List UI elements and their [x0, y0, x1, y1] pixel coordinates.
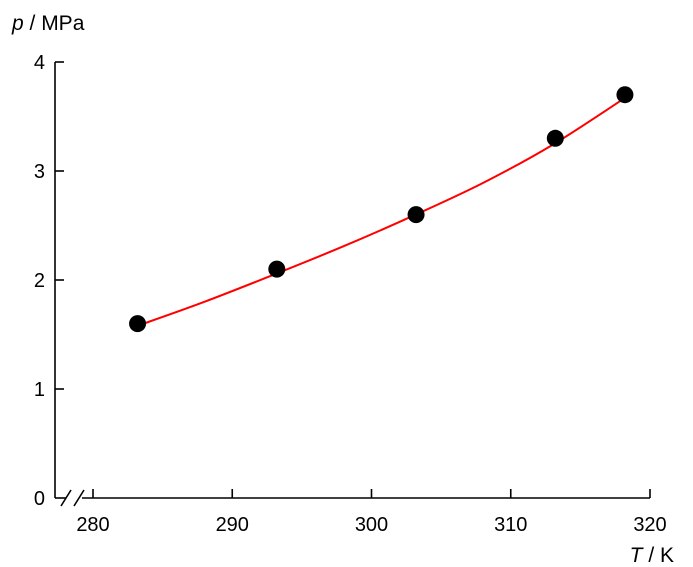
y-tick-label: 4	[34, 52, 45, 74]
y-axis-variable: p	[11, 12, 24, 35]
x-tick-label: 320	[633, 514, 666, 536]
data-points-group	[129, 86, 634, 333]
y-tick-label: 0	[34, 488, 45, 510]
x-tick-label: 300	[355, 514, 388, 536]
x-axis-label: T / K	[630, 544, 674, 567]
x-axis-break-mark	[73, 489, 85, 507]
data-point	[129, 315, 147, 333]
y-axis-label: p / MPa	[11, 12, 85, 35]
x-axis-variable: T	[630, 544, 645, 567]
x-tick-label: 280	[76, 514, 109, 536]
y-tick-label: 1	[34, 379, 45, 401]
ticks: 0 1 2 3 4 280 290 300 310 320	[34, 52, 667, 536]
y-tick-label: 2	[34, 270, 45, 292]
y-axis-unit: / MPa	[24, 12, 85, 35]
x-tick-label: 290	[216, 514, 249, 536]
x-tick-label: 310	[494, 514, 527, 536]
x-axis-break-mark	[60, 489, 72, 507]
data-point	[546, 129, 564, 147]
y-tick-label: 3	[34, 161, 45, 183]
axes	[54, 62, 650, 507]
data-point	[268, 260, 286, 278]
data-point	[616, 86, 634, 104]
data-point	[407, 206, 425, 224]
x-axis-unit: / K	[642, 544, 674, 567]
